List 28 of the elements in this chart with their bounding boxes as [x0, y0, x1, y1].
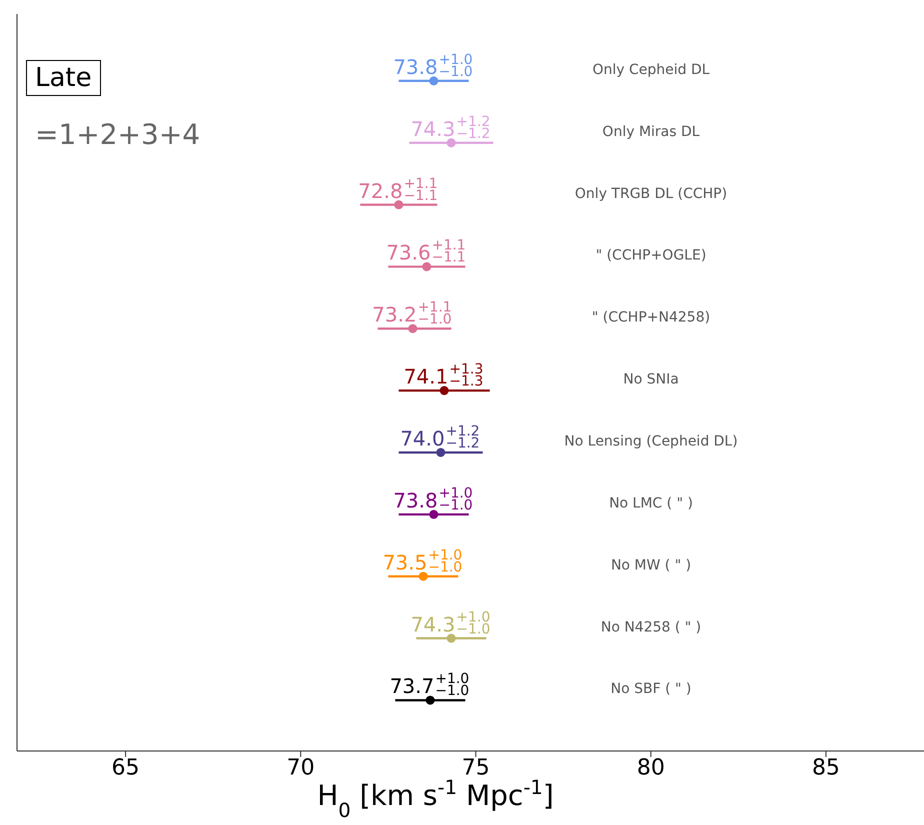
x-tick-label: 65	[112, 756, 140, 781]
y-tick-label: No SBF ( " )	[610, 681, 692, 698]
y-tick-label: No LMC ( " )	[609, 495, 693, 512]
point	[446, 634, 456, 643]
y-tick-label: No MW ( " )	[610, 557, 692, 574]
y-tick-label: " (CCHP+N4258)	[592, 310, 710, 326]
y-tick-label: Only Cepheid DL	[592, 62, 710, 78]
y-tick-label: " (CCHP+OGLE)	[596, 248, 706, 264]
x-tick-label: 70	[286, 756, 315, 781]
point	[418, 572, 428, 581]
point	[446, 138, 456, 148]
y-tick-label: Only TRGB DL (CCHP)	[574, 186, 728, 202]
y-tick-label: No SNIa	[623, 372, 679, 388]
annotation: =1+2+3+4	[35, 118, 200, 151]
y-tick-label: No Lensing (Cepheid DL)	[564, 433, 738, 450]
x-tick-label: 80	[636, 756, 665, 781]
annotation: Late	[26, 60, 101, 96]
point	[422, 262, 432, 272]
point	[436, 448, 446, 457]
y-tick-label: No N4258 ( " )	[600, 619, 702, 636]
point	[429, 510, 438, 519]
x-tick-label: 85	[812, 756, 840, 781]
point	[429, 76, 438, 86]
y-tick-label: Only Miras DL	[602, 124, 700, 140]
point	[426, 696, 435, 705]
point	[440, 386, 449, 396]
point	[408, 324, 418, 334]
point	[394, 200, 404, 210]
